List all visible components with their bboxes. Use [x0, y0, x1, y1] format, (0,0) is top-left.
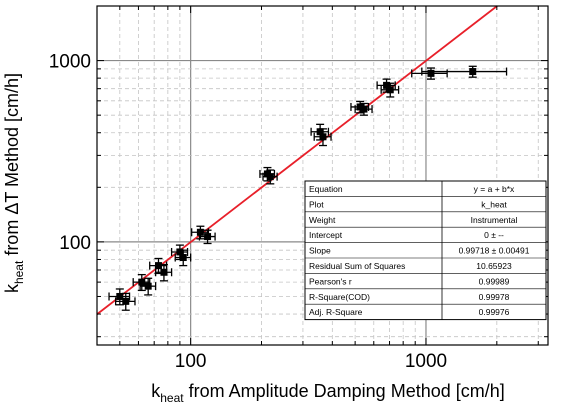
y-axis-label-sub: heat	[12, 260, 26, 284]
data-point	[354, 102, 373, 116]
table-label: Adj. R-Square	[309, 307, 363, 317]
data-point	[198, 229, 216, 245]
table-label: Equation	[309, 184, 343, 194]
point-marker	[160, 268, 168, 276]
table-value: 10.65923	[476, 261, 512, 271]
table-value: Instrumental	[471, 215, 518, 225]
point-marker	[427, 69, 435, 77]
data-point	[421, 65, 508, 78]
y-tick-label: 100	[59, 233, 91, 254]
table-label: Intercept	[309, 230, 343, 240]
table-label: Slope	[309, 246, 331, 256]
point-marker	[138, 278, 146, 286]
point-marker	[179, 254, 187, 262]
table-frame	[304, 180, 547, 321]
x-tick-label: 100	[175, 351, 207, 372]
data-point	[313, 128, 332, 147]
table-label: Weight	[309, 215, 336, 225]
y-axis-label: kheat from ΔT Method [cm/h]	[2, 73, 26, 293]
data-point	[174, 249, 192, 267]
table-label: Plot	[309, 199, 324, 209]
x-axis-label: kheat from Amplitude Damping Method [cm/…	[151, 381, 505, 405]
table-value: 0 ± --	[484, 230, 504, 240]
point-marker	[122, 297, 130, 305]
table-value: 0.99978	[479, 292, 510, 302]
data-point	[114, 292, 136, 311]
table-label: R-Square(COD)	[309, 292, 370, 302]
table-value: 0.99976	[479, 307, 510, 317]
point-marker	[196, 228, 204, 236]
fit-line	[96, 5, 498, 315]
point-marker	[116, 292, 124, 300]
table-value: y = a + b*x	[474, 184, 515, 194]
point-marker	[266, 173, 274, 181]
point-marker	[154, 262, 162, 270]
y-tick-label: 1000	[49, 52, 91, 73]
plot-frame	[96, 5, 549, 346]
data-point	[380, 82, 400, 98]
point-marker	[386, 86, 394, 94]
point-marker	[144, 282, 152, 290]
data-point	[154, 263, 173, 282]
table-value: 0.99989	[479, 276, 510, 286]
table-label: Residual Sum of Squares	[309, 261, 405, 271]
x-axis-label-main: k	[151, 381, 161, 401]
point-marker	[176, 248, 184, 256]
point-marker	[316, 128, 324, 136]
x-axis-label-rest: from Amplitude Damping Method [cm/h]	[184, 381, 505, 401]
table-label: Pearson's r	[309, 276, 352, 286]
data-point	[262, 169, 278, 185]
point-marker	[360, 105, 368, 113]
point-marker	[204, 233, 212, 241]
data-points	[108, 65, 508, 311]
fit-stats-table: Equation y = a + b*x Plot k_heat Weight Instr…	[304, 180, 547, 321]
point-marker	[319, 133, 327, 141]
table-value: 0.99718 ± 0.00491	[459, 246, 530, 256]
y-axis-label-rest: from ΔT Method [cm/h]	[2, 73, 22, 261]
tick-labels: 100 1000 100 1000	[49, 52, 447, 372]
table-value: k_heat	[481, 199, 507, 209]
point-marker	[383, 81, 391, 89]
point-marker	[356, 103, 364, 111]
data-point	[139, 277, 157, 296]
data-point	[411, 67, 448, 80]
point-marker	[469, 68, 477, 76]
x-tick-label: 1000	[405, 351, 447, 372]
y-axis-label-main: k	[2, 283, 22, 293]
axis-ticks	[96, 5, 548, 345]
plot-area	[96, 5, 508, 315]
x-axis-label-sub: heat	[160, 391, 184, 405]
